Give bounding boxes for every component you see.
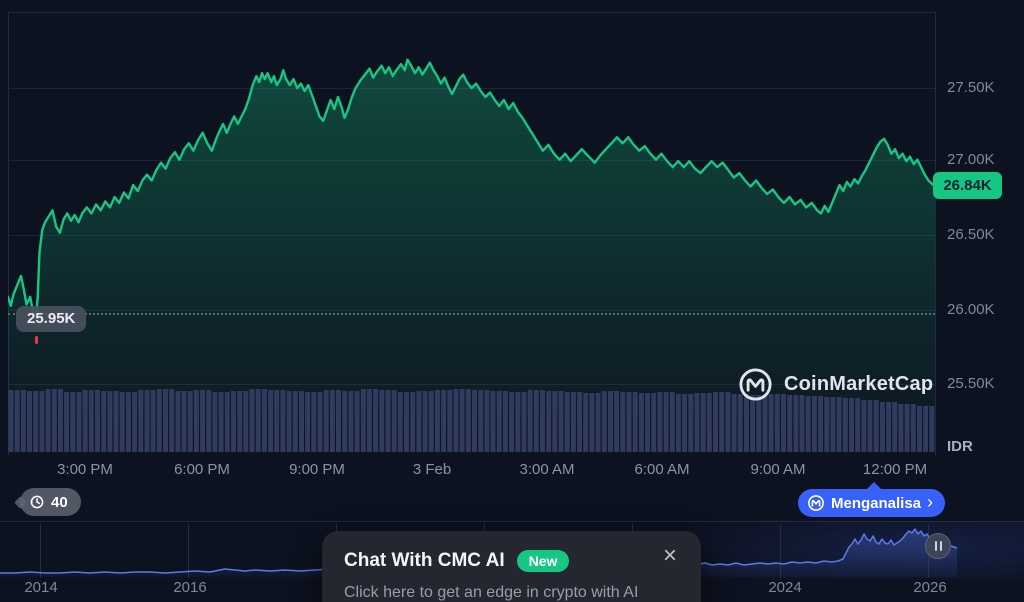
popup-subtitle: Click here to get an edge in crypto with… bbox=[344, 584, 639, 601]
watermark-brand-text: CoinMarketCap bbox=[784, 373, 934, 395]
x-axis-label: 3 Feb bbox=[412, 461, 452, 478]
year-grid-line bbox=[40, 524, 41, 578]
low-price-tick bbox=[35, 336, 38, 344]
x-axis-label: 3:00 AM bbox=[519, 461, 575, 478]
coinmarketcap-watermark: CoinMarketCap bbox=[737, 366, 933, 403]
x-axis-label: 3:00 PM bbox=[57, 461, 113, 478]
new-badge: New bbox=[516, 550, 570, 572]
year-label: 2026 bbox=[913, 579, 947, 596]
chart-border-right bbox=[935, 12, 936, 455]
current-price-badge: 26.84K bbox=[933, 172, 1002, 199]
y-axis-label: 26.50K bbox=[947, 226, 995, 243]
history-count: 40 bbox=[51, 493, 68, 511]
low-price-dotted-line bbox=[8, 313, 935, 315]
price-area-chart[interactable] bbox=[8, 12, 935, 455]
range-slider-handle[interactable] bbox=[925, 533, 951, 559]
year-grid-line bbox=[780, 524, 781, 578]
section-divider bbox=[0, 521, 1024, 522]
y-axis-label: 27.50K bbox=[947, 79, 995, 96]
clock-history-icon bbox=[30, 495, 44, 509]
cmc-ai-popup[interactable]: Chat With CMC AI New × Click here to get… bbox=[322, 531, 701, 602]
x-axis-label: 12:00 PM bbox=[862, 461, 928, 478]
x-axis-label: 6:00 AM bbox=[634, 461, 690, 478]
analyze-button[interactable]: Menganalisa › bbox=[798, 482, 946, 517]
chart-border-left bbox=[8, 12, 9, 455]
chevron-right-icon: › bbox=[927, 491, 934, 512]
coinmarketcap-logo-icon bbox=[739, 368, 772, 401]
handle-bar bbox=[939, 541, 942, 551]
history-count-pill[interactable]: 40 bbox=[20, 488, 81, 516]
x-axis-label: 6:00 PM bbox=[174, 461, 230, 478]
year-label: 2014 bbox=[24, 579, 58, 596]
y-axis-label: 26.00K bbox=[947, 301, 995, 318]
y-axis-label: 25.50K bbox=[947, 375, 995, 392]
currency-label: IDR bbox=[947, 438, 973, 455]
chart-border-top bbox=[8, 12, 935, 13]
year-label: 2024 bbox=[768, 579, 802, 596]
popup-title: Chat With CMC AI bbox=[344, 550, 505, 571]
year-label: 2016 bbox=[173, 579, 207, 596]
handle-bar bbox=[934, 541, 937, 551]
close-icon[interactable]: × bbox=[657, 541, 683, 571]
low-price-label: 25.95K bbox=[16, 306, 87, 332]
analyze-button-label: Menganalisa bbox=[831, 494, 922, 512]
x-axis-label: 9:00 AM bbox=[750, 461, 806, 478]
history-navigator-chart[interactable] bbox=[0, 520, 960, 578]
popup-header: Chat With CMC AI New bbox=[344, 550, 679, 572]
coinmarketcap-logo-icon bbox=[808, 495, 824, 511]
year-grid-line bbox=[188, 524, 189, 578]
x-axis-label: 9:00 PM bbox=[289, 461, 345, 478]
y-axis-label: 27.00K bbox=[947, 151, 995, 168]
